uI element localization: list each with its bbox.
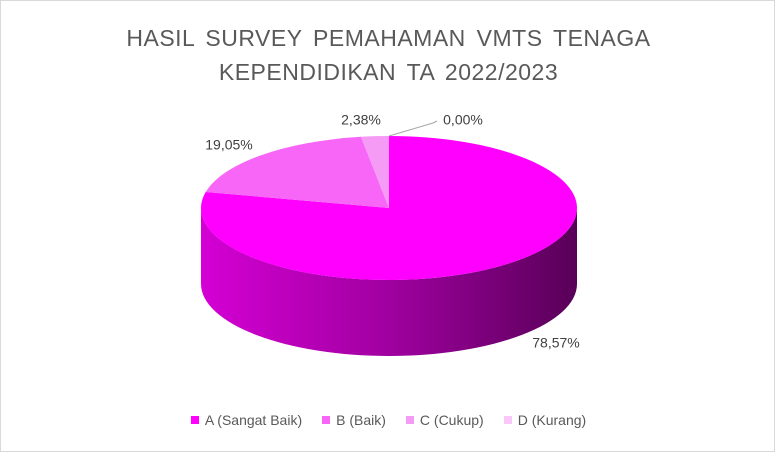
- slice: [360, 136, 389, 208]
- data-label: 0,00%: [443, 112, 483, 128]
- title-text: HASIL SURVEY PEMAHAMAN VMTS TENAGA KEPEN…: [126, 25, 651, 85]
- chart-title: HASIL SURVEY PEMAHAMAN VMTS TENAGA KEPEN…: [1, 21, 774, 89]
- legend-label: C (Cukup): [419, 412, 484, 428]
- data-label: 78,57%: [532, 335, 579, 351]
- legend-swatch: [503, 416, 512, 424]
- legend-item: C (Cukup): [405, 412, 484, 428]
- legend-label: B (Baik): [336, 412, 386, 428]
- legend-swatch: [405, 416, 414, 424]
- slice: [200, 136, 577, 280]
- slice: [205, 136, 389, 208]
- legend-item: D (Kurang): [503, 412, 587, 428]
- legend-item: A (Sangat Baik): [190, 412, 303, 428]
- legend-swatch: [322, 416, 331, 424]
- slice-side: [201, 208, 577, 356]
- legend-label: D (Kurang): [517, 412, 587, 428]
- data-label: 2,38%: [341, 112, 381, 128]
- legend-label: A (Sangat Baik): [204, 412, 303, 428]
- legend-swatch: [190, 416, 199, 424]
- legend-item: B (Baik): [322, 412, 386, 428]
- leader-line: [388, 120, 438, 137]
- legend: A (Sangat Baik) B (Baik) C (Cukup) D (Kuran…: [1, 412, 774, 428]
- data-label: 19,05%: [205, 137, 252, 153]
